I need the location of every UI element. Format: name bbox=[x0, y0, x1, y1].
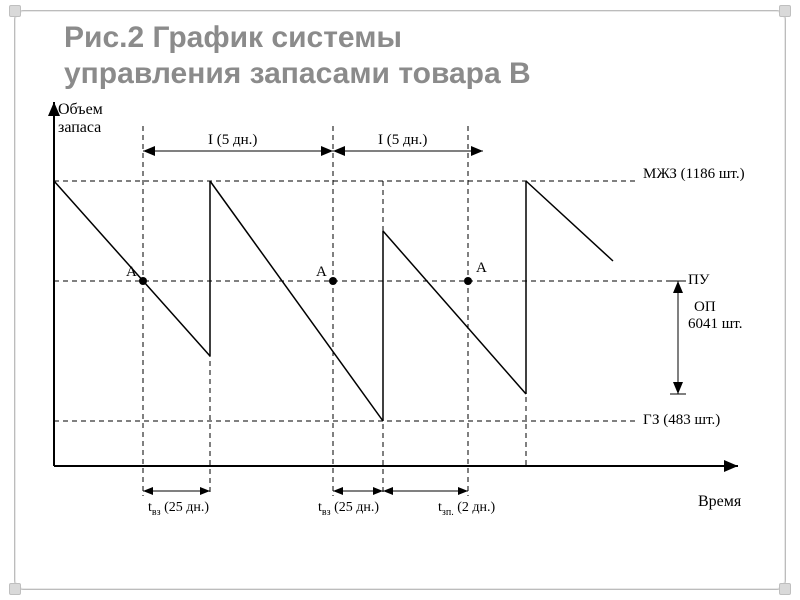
label-pu: ПУ bbox=[688, 272, 710, 288]
y-label-2: запаса bbox=[58, 119, 101, 136]
tzp-arrow: tзп. (2 дн.) bbox=[383, 487, 495, 518]
label-op-1: ОП bbox=[694, 299, 716, 315]
point-a3 bbox=[464, 277, 472, 285]
corner-tr bbox=[779, 5, 791, 17]
interval-arrow-2: I (5 дн.) bbox=[333, 132, 483, 156]
label-gz: ГЗ (483 шт.) bbox=[643, 412, 720, 428]
x-label: Время bbox=[698, 493, 742, 510]
tvz-arrow-2: tвз (25 дн.) bbox=[318, 487, 383, 518]
point-a2-label: А bbox=[316, 264, 327, 280]
tvz2-text: tвз (25 дн.) bbox=[318, 500, 379, 518]
point-a1-label: А bbox=[126, 264, 137, 280]
tvz1-text: tвз (25 дн.) bbox=[148, 500, 209, 518]
interval-arrow-1: I (5 дн.) bbox=[143, 132, 333, 156]
interval-1-label: I (5 дн.) bbox=[208, 132, 257, 148]
corner-tl bbox=[9, 5, 21, 17]
title-line-2: управления запасами товара В bbox=[64, 57, 531, 90]
inventory-diagram: Объем запаса Время МЖЗ (1186 шт.) ПУ ГЗ … bbox=[18, 96, 780, 576]
x-axis-arrow bbox=[724, 460, 738, 472]
title-line-1: Рис.2 График системы bbox=[64, 21, 402, 54]
point-a3-label: A bbox=[476, 260, 487, 276]
point-a1 bbox=[139, 277, 147, 285]
tvz-arrow-1: tвз (25 дн.) bbox=[143, 487, 210, 518]
op-brace-arrow-up bbox=[673, 281, 683, 293]
corner-br bbox=[779, 583, 791, 595]
label-mzhz: МЖЗ (1186 шт.) bbox=[643, 166, 745, 182]
point-a2 bbox=[329, 277, 337, 285]
interval-2-label: I (5 дн.) bbox=[378, 132, 427, 148]
tzp-text: tзп. (2 дн.) bbox=[438, 500, 495, 518]
y-label-1: Объем bbox=[58, 101, 103, 118]
corner-bl bbox=[9, 583, 21, 595]
op-brace-arrow-dn bbox=[673, 382, 683, 394]
label-op-2: 6041 шт. bbox=[688, 316, 742, 332]
slide-title: Рис.2 График системы управления запасами… bbox=[64, 20, 531, 92]
